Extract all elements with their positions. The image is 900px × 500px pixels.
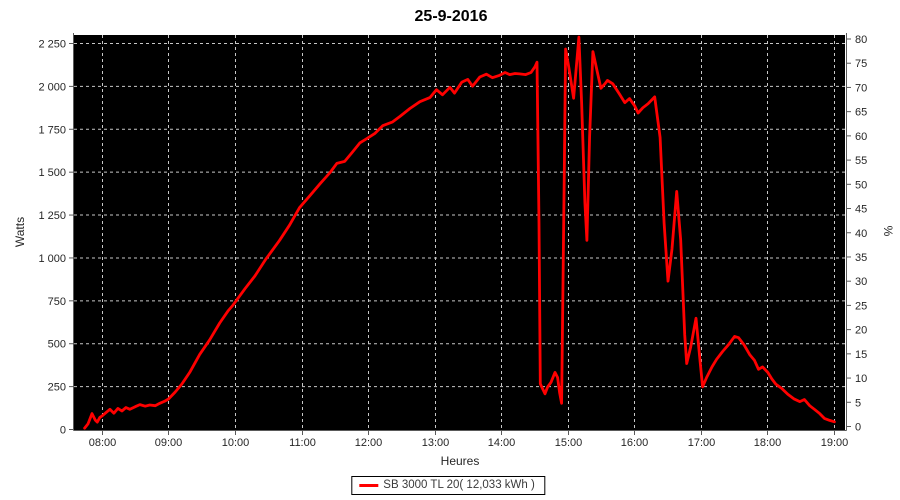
x-axis-tick-label: 08:00 [89,437,117,449]
series-line-sb3000 [83,35,836,430]
y-axis-title-right: % [881,226,895,237]
y-axis-right-tick-label: 60 [855,131,867,143]
y-axis-right-tick-label: 5 [855,397,861,409]
y-axis-left-tick-label: 0 [60,425,66,437]
plot-area [74,35,845,430]
legend-series-label: SB 3000 TL 20( 12,033 kWh ) [383,479,535,491]
x-axis-tick-label: 10:00 [222,437,250,449]
legend-line-marker [359,483,379,487]
y-axis-right-tick-label: 30 [855,276,867,288]
chart-title: 25-9-2016 [415,8,488,25]
y-axis-left-tick-label: 1 000 [38,253,66,265]
x-axis-tick-label: 09:00 [155,437,183,449]
x-axis-tick-label: 11:00 [289,437,316,449]
y-axis-right-tick-label: 0 [855,422,861,434]
y-axis-left-tick-label: 1 750 [38,124,66,136]
y-axis-right-tick-label: 65 [855,107,867,119]
x-axis-tick-label: 13:00 [422,437,450,449]
y-axis-left-tick-label: 1 500 [38,167,66,179]
y-axis-left-tick-label: 500 [48,339,66,351]
y-axis-left-tick-label: 1 250 [38,210,66,222]
x-axis-title: Heures [441,454,480,468]
x-axis-tick-label: 16:00 [621,437,649,449]
x-axis-tick-label: 17:00 [688,437,716,449]
y-axis-right-tick-label: 40 [855,228,867,240]
y-axis-right-tick-label: 80 [855,34,867,46]
y-axis-right-tick-label: 70 [855,82,867,94]
y-axis-right-tick-label: 50 [855,179,867,191]
y-axis-right-tick-label: 35 [855,252,867,264]
y-axis-title-left: Watts [13,217,27,247]
y-axis-left-tick-label: 2 000 [38,81,66,93]
y-axis-left-tick-label: 250 [48,382,66,394]
y-axis-right-tick-label: 10 [855,373,867,385]
y-axis-right-tick-label: 25 [855,300,867,312]
y-axis-left-tick-label: 750 [48,296,66,308]
x-axis-tick-label: 18:00 [754,437,782,449]
x-axis-tick-label: 15:00 [555,437,583,449]
legend: SB 3000 TL 20( 12,033 kWh ) [351,476,545,495]
x-axis-tick-label: 14:00 [488,437,516,449]
y-axis-right-tick-label: 20 [855,325,867,337]
x-axis-tick-label: 19:00 [821,437,849,449]
y-axis-right-tick-label: 15 [855,349,867,361]
y-axis-right-tick-label: 55 [855,155,867,167]
x-axis-tick-label: 12:00 [355,437,383,449]
y-axis-right-tick-label: 45 [855,204,867,216]
y-axis-left-tick-label: 2 250 [38,39,66,51]
y-axis-right-tick-label: 75 [855,58,867,70]
